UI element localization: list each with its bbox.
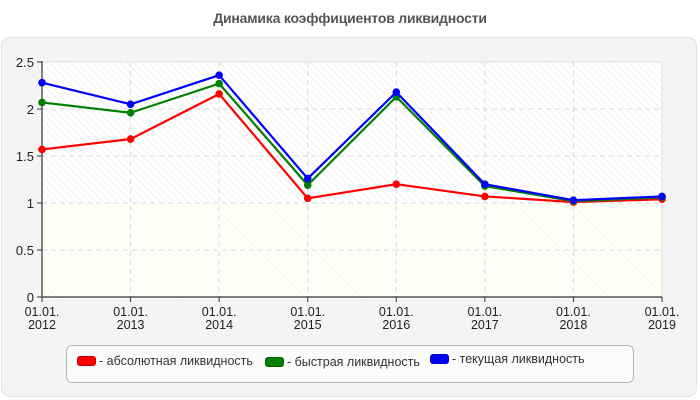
legend: - абсолютная ликвидность - быстрая ликви… (66, 345, 634, 383)
x-tick-label-date: 01.01. (25, 305, 60, 319)
data-point[interactable] (126, 100, 135, 109)
x-tick-label-date: 01.01. (113, 305, 148, 319)
data-point[interactable] (392, 88, 401, 96)
y-tick-label: 2.5 (16, 55, 34, 70)
data-point[interactable] (569, 196, 578, 204)
x-tick-label-year: 2012 (28, 318, 56, 332)
data-point[interactable] (658, 192, 666, 201)
x-tick-label-year: 2018 (560, 318, 588, 332)
legend-item-quick[interactable]: - быстрая ликвидность (265, 355, 420, 369)
data-point[interactable] (38, 145, 46, 154)
chart-title: Динамика коэффициентов ликвидности (213, 10, 487, 26)
legend-item-absolute[interactable]: - абсолютная ликвидность (77, 354, 253, 368)
y-tick-label: 1 (27, 196, 34, 211)
axes: 00.511.522.501.01.201201.01.201301.01.20… (16, 55, 679, 332)
x-tick-label-date: 01.01. (202, 305, 237, 319)
data-point[interactable] (38, 98, 46, 107)
legend-swatch-red (77, 356, 96, 366)
legend-label: - текущая ликвидность (452, 352, 585, 366)
x-tick-label-year: 2019 (648, 318, 676, 332)
legend-swatch-green (265, 357, 284, 367)
data-point[interactable] (392, 180, 401, 188)
x-tick-label-year: 2016 (382, 318, 410, 332)
data-point[interactable] (481, 180, 489, 188)
data-point[interactable] (215, 90, 223, 98)
series-lines (38, 71, 666, 206)
y-tick-label: 0 (27, 290, 34, 305)
x-tick-label-year: 2015 (294, 318, 322, 332)
x-tick-label-date: 01.01. (379, 305, 414, 319)
series-line (41, 92, 663, 204)
x-tick-label-date: 01.01. (556, 305, 591, 319)
data-point[interactable] (126, 135, 135, 143)
series-2 (38, 71, 666, 204)
y-tick-label: 1.5 (16, 149, 34, 164)
legend-label: - быстрая ликвидность (287, 355, 420, 369)
x-tick-label-year: 2014 (205, 318, 233, 332)
plot-area (42, 61, 663, 297)
legend-swatch-blue (430, 354, 449, 364)
data-point[interactable] (38, 78, 46, 87)
y-tick-label: 0.5 (16, 243, 34, 258)
series-line (41, 74, 663, 202)
data-point[interactable] (215, 71, 223, 79)
y-tick-label: 2 (27, 102, 34, 117)
data-point[interactable] (215, 79, 223, 88)
data-point[interactable] (303, 194, 312, 203)
legend-label: - абсолютная ликвидность (99, 354, 253, 368)
x-tick-label-date: 01.01. (645, 305, 680, 319)
x-tick-label-date: 01.01. (467, 305, 502, 319)
data-point[interactable] (303, 174, 312, 183)
legend-item-current[interactable]: - текущая ликвидность (430, 352, 585, 366)
data-point[interactable] (481, 192, 489, 201)
x-tick-label-date: 01.01. (290, 305, 325, 319)
x-tick-label-year: 2013 (117, 318, 145, 332)
x-tick-label-year: 2017 (471, 318, 499, 332)
data-point[interactable] (126, 108, 135, 117)
data-point[interactable] (303, 181, 312, 189)
